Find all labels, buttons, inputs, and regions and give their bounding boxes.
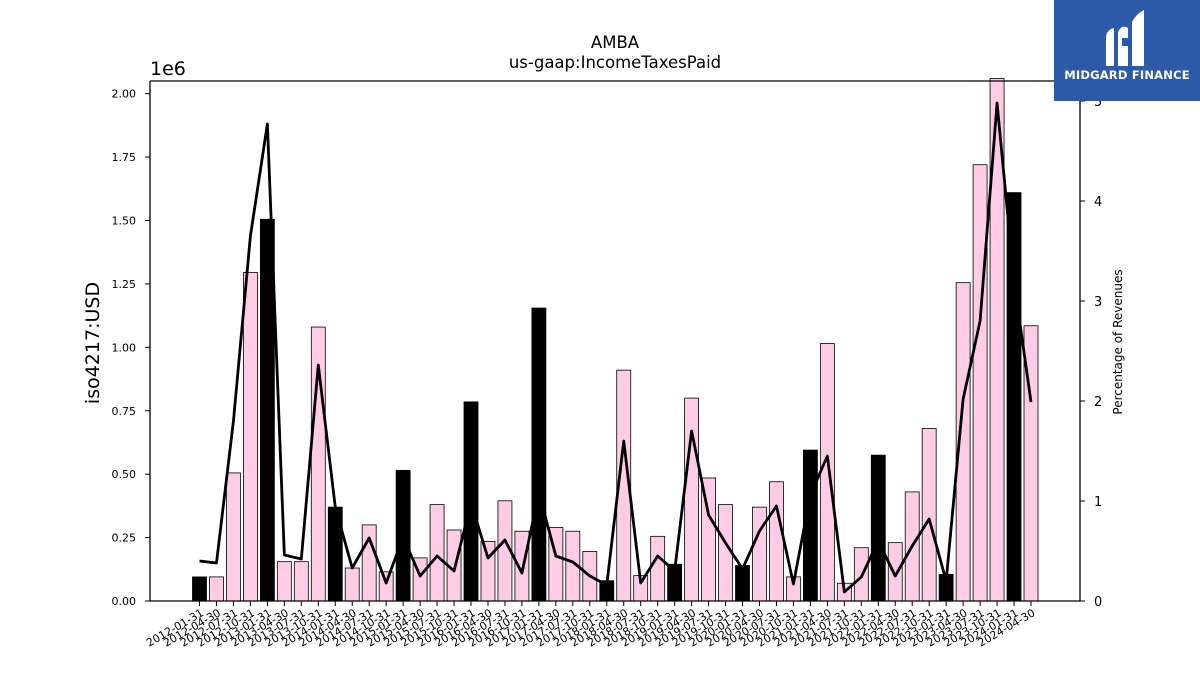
y-tick-label: 0.50 <box>112 468 137 481</box>
bar <box>192 576 207 602</box>
chart-title: AMBA <box>591 33 640 52</box>
y-tick-label: 1.50 <box>112 215 137 228</box>
y-tick-label: 0.00 <box>112 595 137 608</box>
y2-tick-label: 1 <box>1094 495 1102 510</box>
y2-axis-label: Percentage of Revenues <box>1111 269 1125 414</box>
y2-tick-label: 4 <box>1094 195 1102 210</box>
bar <box>650 535 666 602</box>
brand-logo: MIDGARD FINANCE <box>1054 0 1200 101</box>
bar <box>972 164 988 602</box>
bar <box>684 397 700 602</box>
y2-tick-label: 2 <box>1094 395 1102 410</box>
bar <box>243 272 258 602</box>
bar <box>276 561 292 602</box>
bar <box>378 571 394 602</box>
y-tick-label: 1.25 <box>112 278 137 291</box>
bar <box>361 524 377 602</box>
y-offset-label: 1e6 <box>150 58 186 80</box>
y-tick-label: 1.75 <box>112 151 137 164</box>
y2-tick-label: 3 <box>1094 295 1102 310</box>
bar <box>735 565 750 602</box>
y-tick-label: 0.75 <box>112 405 137 418</box>
chart-subtitle: us-gaap:IncomeTaxesPaid <box>509 53 721 72</box>
bar <box>819 343 835 602</box>
y-tick-label: 2.00 <box>112 88 137 101</box>
axes-layer: 0.00 0.25 0.50 0.75 1.00 1.25 1.50 1.75 2.00 0 1 2 3… <box>112 80 1102 650</box>
bar <box>463 401 479 602</box>
bar <box>293 561 309 602</box>
bar <box>209 576 224 602</box>
y-tick-label: 0.25 <box>112 532 137 545</box>
bar <box>226 472 241 602</box>
y2-tick-label: 5 <box>1094 95 1102 110</box>
y-axis-label: iso4217:USD <box>82 282 104 404</box>
bar <box>531 307 547 602</box>
brand-name: MIDGARD FINANCE <box>1064 68 1190 82</box>
bar <box>870 454 886 602</box>
bar <box>344 567 360 602</box>
y-tick-label: 1.00 <box>112 341 137 354</box>
bar <box>921 428 937 602</box>
percentage-line <box>199 101 1033 594</box>
y2-tick-label: 0 <box>1094 595 1102 610</box>
bar <box>769 481 784 602</box>
line-layer <box>199 101 1033 594</box>
bar <box>1006 192 1022 602</box>
bar <box>480 540 496 602</box>
bar <box>887 542 903 602</box>
bar <box>752 506 767 602</box>
midgard-m-logo-icon <box>1106 10 1144 67</box>
bar <box>429 504 445 602</box>
